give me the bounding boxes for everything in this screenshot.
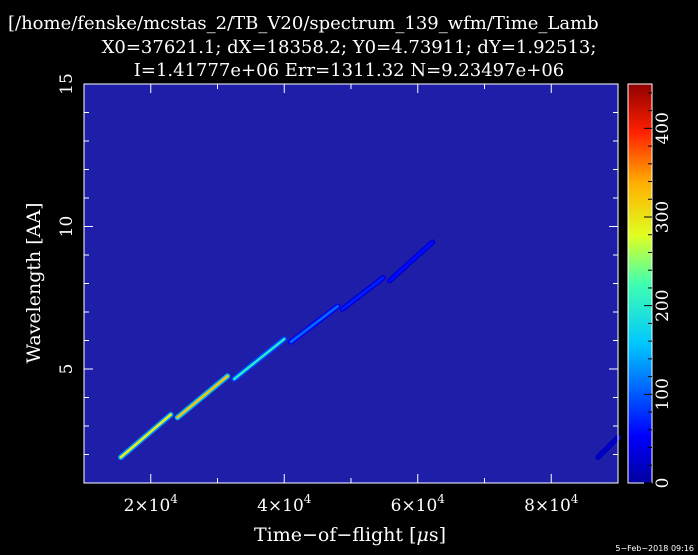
y-tick-label: 15 bbox=[57, 73, 77, 95]
x-tick-label: 4×104 bbox=[257, 492, 312, 516]
timestamp: 5−Feb−2018 09:16 bbox=[615, 544, 694, 553]
segment-6 bbox=[596, 436, 620, 459]
colorbar-tick-label: 100 bbox=[653, 378, 673, 410]
chart-title-path: [/home/fenske/mcstas_2/TB_V20/spectrum_1… bbox=[8, 14, 599, 34]
segment-5 bbox=[388, 240, 434, 282]
data-segments bbox=[117, 239, 621, 461]
chart-title-stats: X0=37621.1; dX=18358.2; Y0=4.73911; dY=1… bbox=[101, 37, 597, 58]
y-axis-label: Wavelength [AA] bbox=[23, 202, 45, 363]
segment-1 bbox=[176, 374, 229, 419]
colorbar-ticks: 0 100 200 300 400 bbox=[644, 92, 673, 489]
segment-0 bbox=[119, 413, 173, 459]
x-tick-label: 6×104 bbox=[391, 492, 446, 516]
chart-title-counts: I=1.41777e+06 Err=1311.32 N=9.23497e+06 bbox=[133, 60, 565, 81]
x-tick-label: 8×104 bbox=[524, 492, 579, 516]
x-tick-label: 2×104 bbox=[124, 492, 179, 516]
y-tick-label: 5 bbox=[57, 364, 77, 375]
colorbar-tick-label: 300 bbox=[653, 201, 673, 233]
colorbar-tick-label: 0 bbox=[653, 478, 673, 489]
colorbar-tick-label: 400 bbox=[653, 112, 673, 144]
x-axis-label: Time−of−flight [μs] bbox=[254, 524, 446, 546]
axes: 2×104 4×104 6×104 8×104 5 10 15 bbox=[57, 73, 619, 516]
colorbar-tick-label: 200 bbox=[653, 289, 673, 321]
segment-3 bbox=[289, 305, 339, 344]
plot-area bbox=[84, 84, 618, 483]
segment-2 bbox=[232, 337, 286, 381]
y-tick-label: 10 bbox=[57, 216, 77, 238]
colorbar bbox=[627, 83, 653, 484]
segment-4 bbox=[341, 276, 385, 311]
